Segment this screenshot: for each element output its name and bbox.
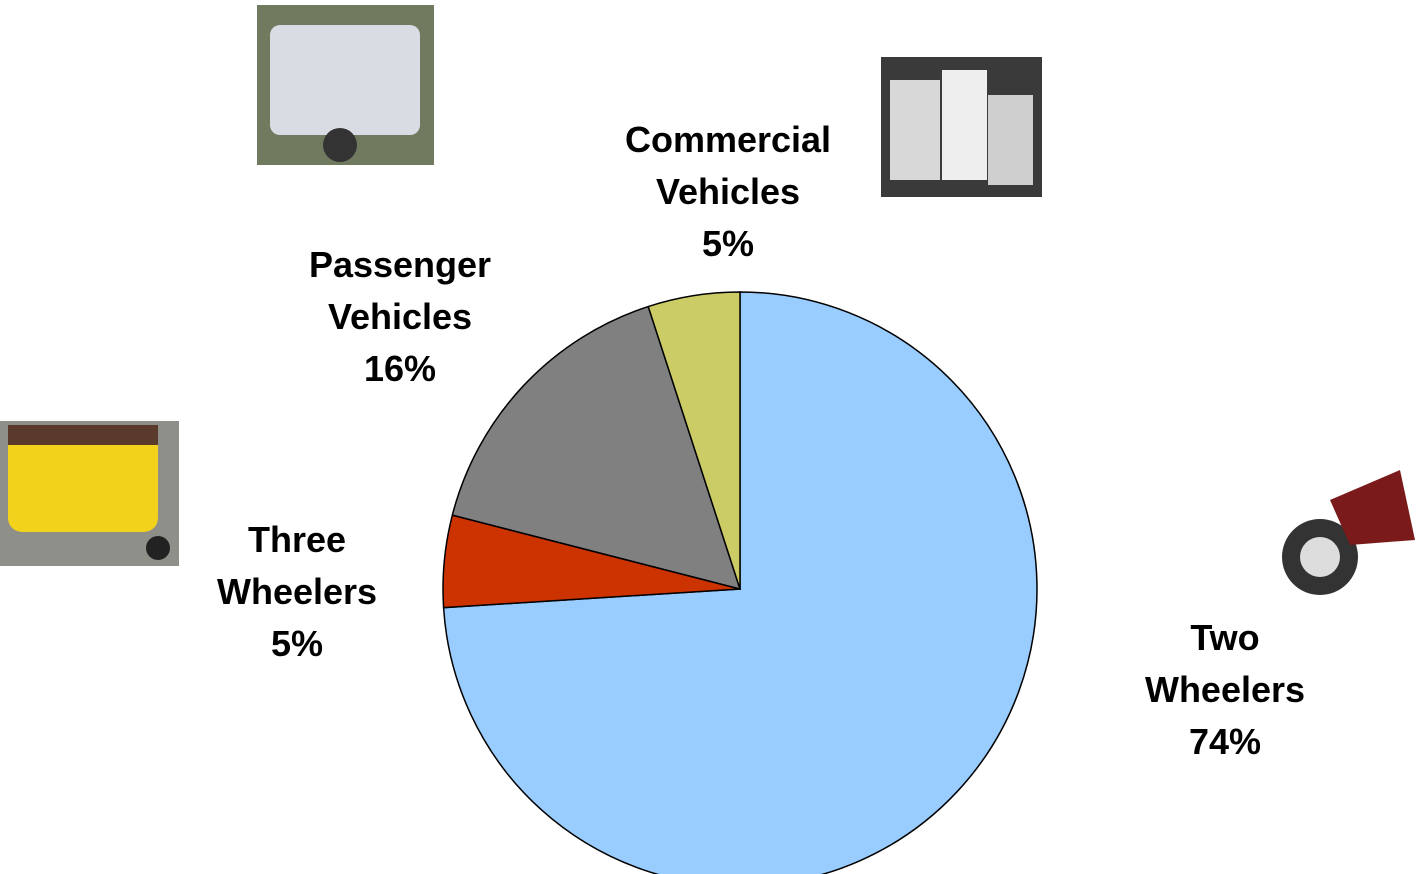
value-label: 74% <box>1188 721 1262 762</box>
photo-motorcycle <box>1282 470 1415 595</box>
category-label: Two Wheelers <box>1144 617 1306 710</box>
photo-auto-rickshaw <box>0 421 179 566</box>
slice-label: Passenger Vehicles 16% <box>309 239 491 395</box>
value-label: 5% <box>701 223 755 264</box>
slice-label: Three Wheelers 5% <box>217 514 377 670</box>
value-label: 5% <box>270 623 324 664</box>
slice-label: Two Wheelers 74% <box>1145 612 1305 768</box>
category-label: Three Wheelers <box>216 519 378 612</box>
photo-suv <box>257 5 434 165</box>
photo-trucks <box>881 57 1042 197</box>
category-label: Commercial Vehicles <box>624 119 832 212</box>
pie-slice <box>647 291 741 590</box>
value-label: 16% <box>363 348 437 389</box>
category-label: Passenger Vehicles <box>308 244 492 337</box>
slice-label: Commercial Vehicles 5% <box>625 114 831 270</box>
pie-slice <box>451 305 742 591</box>
